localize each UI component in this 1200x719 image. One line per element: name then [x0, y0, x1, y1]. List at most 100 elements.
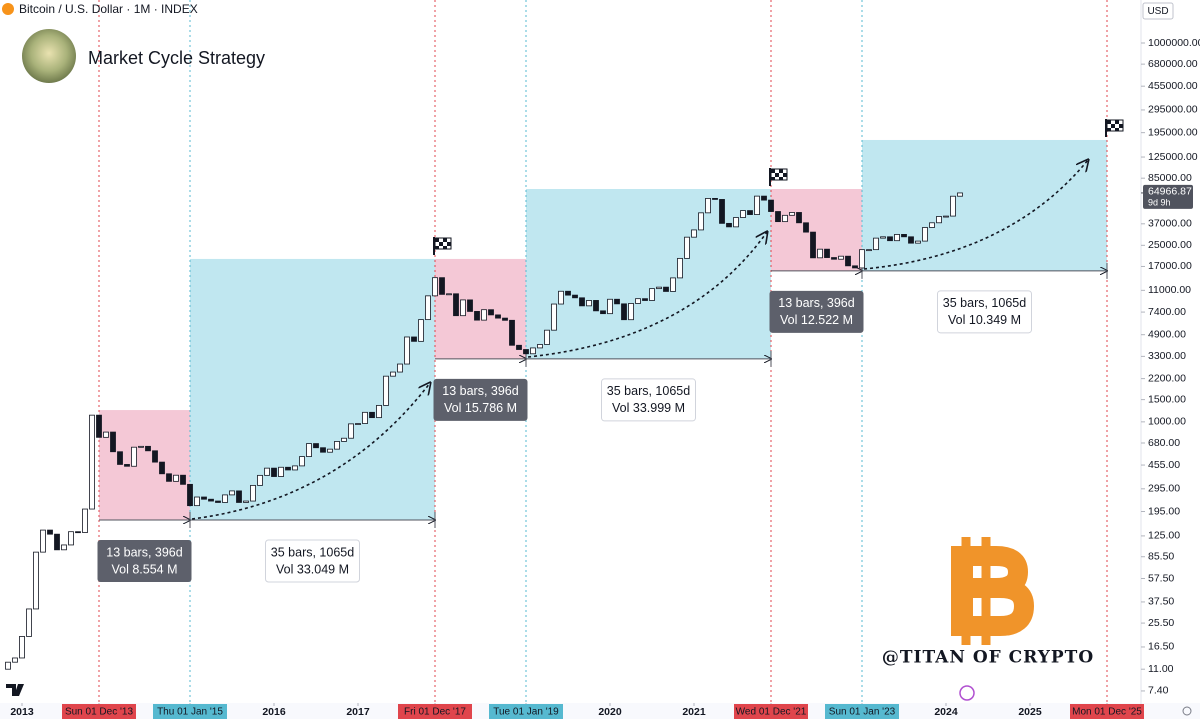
trend-arrow: [863, 160, 1088, 270]
range-bars-label: 13 bars, 396d: [106, 545, 182, 559]
y-tick-label: 1000.00: [1148, 416, 1186, 428]
avatar[interactable]: [22, 29, 76, 83]
candle-body: [103, 431, 109, 438]
candle-body: [523, 349, 529, 355]
y-tick-label: 7400.00: [1148, 306, 1186, 318]
y-tick-label: 455.00: [1148, 459, 1180, 471]
y-tick-label: 11.00: [1148, 663, 1174, 675]
x-tick-label: 2025: [1018, 706, 1042, 718]
tradingview-logo[interactable]: [6, 684, 24, 696]
y-tick-label: 125000.00: [1148, 151, 1198, 163]
range-bars-label: 13 bars, 396d: [442, 384, 518, 398]
range-volume-label: Vol 10.349 M: [948, 313, 1021, 327]
y-tick-label: 7.40: [1148, 685, 1169, 697]
trend-arrow: [191, 383, 430, 520]
candle-body: [131, 446, 137, 467]
candle-body: [649, 288, 655, 301]
range-volume-label: Vol 8.554 M: [111, 562, 177, 576]
x-tick-label: Wed 01 Dec '21: [736, 707, 807, 718]
candle-body: [271, 467, 277, 477]
candle-body: [873, 237, 879, 251]
candle-body: [54, 533, 60, 551]
candle-body: [264, 467, 270, 476]
y-tick-label: 195000.00: [1148, 126, 1198, 138]
candle-body: [677, 257, 683, 279]
candle-body: [369, 411, 375, 419]
candle-body: [376, 404, 382, 419]
bitcoin-logo: [951, 537, 1035, 645]
candle-body: [887, 236, 893, 242]
y-tick-label: 680.00: [1148, 437, 1180, 449]
y-tick-label: 85.50: [1148, 551, 1174, 563]
y-tick-label: 85000.00: [1148, 172, 1192, 184]
y-tick-label: 11000.00: [1148, 284, 1191, 296]
candle-body: [586, 300, 592, 307]
candle-body: [733, 217, 739, 228]
candle-body: [866, 249, 872, 252]
candle-body: [502, 317, 508, 321]
candle-body: [768, 199, 774, 212]
candle-body: [222, 494, 228, 503]
candle-body: [306, 443, 312, 457]
candle-body: [236, 490, 242, 503]
candle-body: [82, 508, 88, 533]
y-tick-label: 3300.00: [1148, 350, 1186, 362]
candle-body: [320, 447, 326, 453]
candle-body: [460, 299, 466, 317]
candle-body: [201, 496, 207, 500]
date-price-range: [99, 410, 190, 521]
range-volume-label: Vol 33.999 M: [612, 401, 685, 415]
candle-body: [292, 465, 298, 471]
candle-body: [705, 198, 711, 214]
range-volume-label: Vol 15.786 M: [444, 401, 517, 415]
candle-body: [124, 464, 130, 467]
candle-body: [628, 303, 634, 321]
y-tick-label: 295000.00: [1148, 104, 1198, 116]
background-layer: [98, 0, 1108, 703]
candle-body: [159, 461, 165, 475]
candle-body: [61, 544, 67, 551]
alert-icon[interactable]: [959, 685, 975, 701]
candle-body: [250, 484, 256, 502]
watermark: @TITAN OF CRYPTO: [882, 648, 1094, 668]
candle-body: [957, 192, 963, 197]
last-price-box: [1143, 184, 1193, 209]
candle-body: [404, 336, 410, 365]
settings-icon[interactable]: [1182, 706, 1192, 716]
candle-body: [593, 300, 599, 312]
range-bars-label: 13 bars, 396d: [778, 296, 854, 310]
candle-body: [915, 240, 921, 244]
candle-body: [838, 255, 844, 260]
y-tick-label: 680000.00: [1148, 58, 1198, 70]
candle-body: [642, 298, 648, 301]
x-tick-label: Sun 01 Jan '23: [829, 707, 896, 718]
range-label-box: [97, 540, 192, 583]
candle-body: [936, 216, 942, 224]
y-tick-label: 57.50: [1148, 572, 1174, 584]
candle-body: [831, 257, 837, 260]
candle-body: [173, 474, 179, 482]
y-tick-label: 16.50: [1148, 641, 1174, 653]
candle-body: [96, 414, 102, 438]
candle-body: [530, 347, 536, 355]
candle-body: [138, 445, 144, 448]
candle-body: [943, 215, 949, 218]
candle-body: [285, 466, 291, 471]
currency-button[interactable]: [1142, 2, 1174, 20]
candle-body: [880, 236, 886, 239]
candle-body: [544, 329, 550, 345]
flags: [433, 119, 1124, 255]
candle-body: [341, 437, 347, 442]
candle-body: [327, 448, 333, 453]
candle-body: [152, 450, 158, 463]
range-label-box: [265, 539, 360, 583]
y-tick-label: 125.00: [1148, 530, 1180, 542]
candle-body: [474, 311, 480, 321]
x-tick-highlight: [398, 704, 472, 719]
candle-body: [446, 293, 452, 296]
candle-body: [19, 636, 25, 659]
candle-body: [824, 248, 830, 258]
x-tick-label: Tue 01 Jan '19: [493, 707, 559, 718]
candle-body: [803, 222, 809, 233]
x-tick-highlight: [825, 704, 899, 719]
